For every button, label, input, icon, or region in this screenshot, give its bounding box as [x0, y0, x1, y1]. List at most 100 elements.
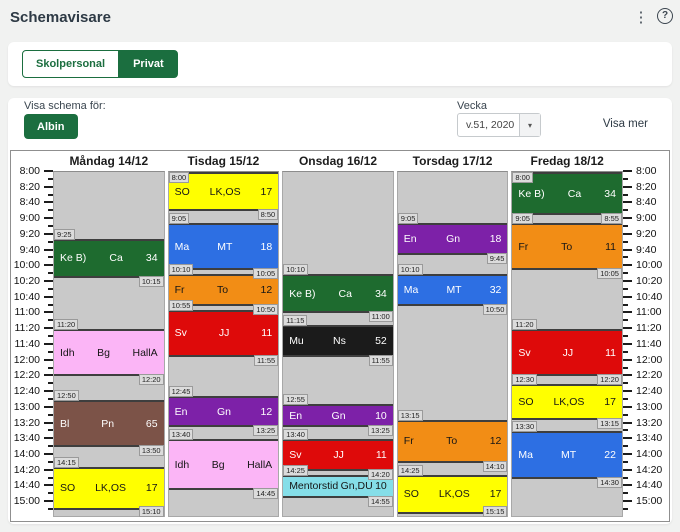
axis-label: 15:00: [636, 495, 663, 508]
tab-privat[interactable]: Privat: [119, 50, 178, 78]
lesson-block[interactable]: Ma MT 18: [168, 223, 279, 271]
axis-tick: [623, 287, 628, 290]
lesson-subject: Bl: [60, 417, 70, 430]
axis-label: 11:40: [14, 337, 41, 350]
lesson-block[interactable]: SO LK,OS 17: [397, 474, 508, 514]
time-axis-left: 8:00 8:20 8:40 9:00 9:20 9:40 10:00 10:20 10:40 1…: [11, 151, 53, 521]
axis-tick: [48, 209, 53, 212]
lesson-room: 10: [375, 409, 387, 422]
lesson-end-time: 13:15: [597, 417, 622, 429]
axis-tick: [623, 170, 632, 172]
lesson-subject: Ke B): [289, 287, 316, 300]
axis-label: 8:20: [636, 180, 657, 193]
lesson-subject: Mu: [289, 334, 304, 347]
tab-skolpersonal[interactable]: Skolpersonal: [22, 50, 120, 78]
chevron-down-icon[interactable]: ▾: [519, 114, 540, 136]
lesson-block[interactable]: Idh Bg HallA: [168, 439, 279, 491]
axis-tick: [44, 374, 53, 377]
lesson-block[interactable]: Fr To 11: [512, 223, 622, 271]
lesson-block[interactable]: Sv JJ 11: [168, 309, 279, 357]
lesson-block[interactable]: En Gn 12: [168, 396, 279, 428]
lesson-block[interactable]: Fr To 12: [397, 419, 508, 463]
lesson-start-time: 13:30: [512, 421, 538, 433]
help-icon[interactable]: ?: [657, 8, 673, 24]
lesson-room: HallA: [247, 458, 273, 471]
person-button-albin[interactable]: Albin: [24, 114, 78, 139]
axis-label: 14:20: [13, 463, 40, 476]
lesson-end-time: 14:30: [597, 476, 622, 488]
lesson-subject: SO: [403, 488, 419, 501]
axis-label: 8:20: [19, 180, 40, 193]
axis-tick: [48, 429, 53, 432]
day-column-mandag: Måndag 14/12 Ke B) Ca 34 9:25 10:15 Idh Bg HallA…: [53, 151, 165, 521]
axis-label: 12:40: [636, 385, 663, 398]
lesson-block[interactable]: Sv JJ 11: [512, 329, 622, 377]
axis-tick: [48, 350, 53, 353]
lesson-subject: Ma: [518, 448, 533, 461]
lesson-teacher: JJ: [562, 346, 574, 359]
axis-label: 15:00: [13, 495, 40, 508]
lesson-block[interactable]: Ke B) Ca 34: [283, 274, 393, 314]
axis-tick: [44, 342, 53, 345]
axis-label: 9:20: [19, 227, 40, 240]
axis-tick: [623, 397, 628, 400]
axis-tick: [48, 397, 53, 400]
axis-tick: [623, 209, 628, 212]
axis-tick: [44, 280, 53, 283]
lesson-block[interactable]: Ma MT 22: [512, 431, 622, 479]
lesson-teacher: Gn: [216, 405, 231, 418]
kebab-menu-icon[interactable]: ⋮: [633, 9, 649, 26]
axis-tick: [48, 507, 53, 510]
lesson-block[interactable]: En Gn 18: [397, 223, 508, 255]
axis-tick: [623, 295, 632, 298]
lesson-block[interactable]: SO LK,OS 17: [512, 384, 622, 420]
axis-label: 9:40: [19, 243, 40, 256]
axis-tick: [623, 311, 632, 314]
axis-tick: [44, 358, 53, 361]
lesson-block[interactable]: Bl Pn 65: [54, 399, 164, 448]
lesson-start-time: 10:10: [283, 264, 308, 276]
lesson-block[interactable]: SO LK,OS 17: [168, 172, 279, 212]
lesson-block[interactable]: Ma MT 32: [397, 274, 508, 306]
lesson-room: 11: [261, 327, 273, 340]
axis-tick: [623, 240, 628, 243]
lesson-subject: SO: [60, 482, 76, 495]
lesson-room: 52: [375, 334, 387, 347]
lesson-teacher: LK,OS: [95, 482, 126, 495]
axis-tick: [44, 421, 53, 424]
lesson-start-time: 12:50: [54, 389, 79, 401]
lesson-subject: En: [174, 405, 188, 418]
topbar: Schemavisare ⋮ ?: [0, 0, 680, 40]
axis-label: 13:40: [636, 432, 663, 445]
lesson-teacher: Bg: [211, 458, 225, 471]
lesson-block[interactable]: En Gn 10: [283, 403, 393, 428]
axis-tick: [623, 264, 632, 267]
axis-tick: [44, 311, 53, 314]
lesson-block[interactable]: Mu Ns 52: [283, 325, 393, 357]
axis-tick: [48, 492, 53, 495]
lesson-block[interactable]: SO LK,OS 17: [54, 466, 164, 510]
axis-tick: [623, 201, 632, 204]
lesson-block[interactable]: Mentorstid Gn,DU 10: [283, 474, 393, 499]
axis-label: 11:00: [14, 306, 41, 319]
page-title: Schemavisare: [10, 9, 111, 26]
day-body: Ke B) Ca 34 10:10 11:00 Mu Ns 52 11:15 11:55 En Gn 1…: [282, 171, 394, 517]
show-for-label: Visa schema för:: [24, 100, 106, 112]
visa-mer-link[interactable]: Visa mer: [602, 118, 648, 130]
week-select[interactable]: v.51, 2020 ▾: [457, 113, 541, 137]
axis-tick: [623, 405, 632, 408]
day-header: Onsdag 16/12: [282, 151, 394, 171]
lesson-room: 12: [260, 283, 273, 296]
lesson-block[interactable]: Ke B) Ca 34: [54, 238, 164, 279]
axis-tick: [623, 232, 632, 235]
time-axis-right: 8:00 8:20 8:40 9:00 9:20 9:40 10:00 10:20 10:40 1…: [623, 151, 669, 521]
lesson-teacher: MT: [217, 240, 233, 253]
axis-tick: [623, 327, 632, 330]
lesson-room: HallA: [132, 346, 158, 359]
lesson-block[interactable]: Idh Bg HallA: [54, 329, 164, 377]
axis-tick: [48, 193, 53, 196]
lesson-end-time: 13:25: [253, 425, 279, 437]
axis-tick: [48, 225, 53, 228]
axis-label: 12:20: [13, 369, 40, 382]
lesson-teacher: JJ: [218, 327, 230, 340]
